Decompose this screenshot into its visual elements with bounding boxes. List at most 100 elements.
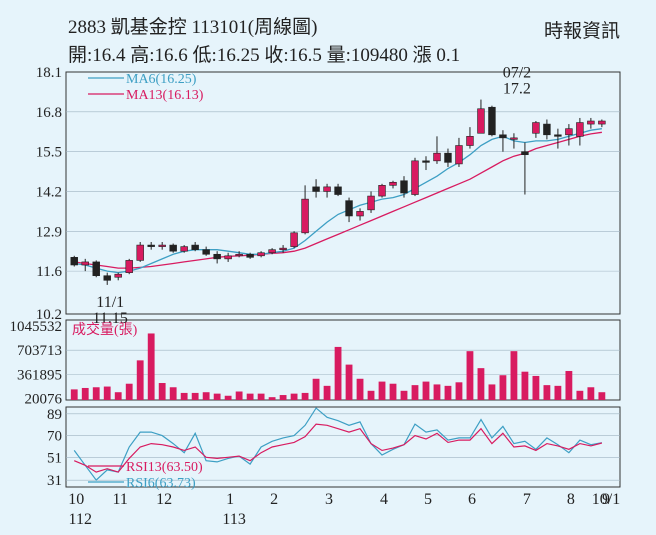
panel-border-0 [65,71,621,315]
x-axis-tick: 2 [270,491,278,508]
candle-body [598,120,606,125]
candle-body [334,186,342,195]
volume-axis-tick: 1045532 [10,319,63,335]
candle-body [499,134,507,139]
candle-body [70,257,78,266]
volume-bar [279,395,287,400]
volume-bar [378,381,386,400]
rsi-axis-tick: 31 [47,473,62,489]
candle-body [565,128,573,136]
price-axis-tick: 14.2 [36,184,62,200]
volume-bar [598,392,606,400]
volume-bar [202,392,210,400]
candle-body [400,180,408,194]
volume-bar [499,375,507,400]
candle-body [169,244,177,252]
candle-body [477,108,485,134]
volume-bar [444,385,452,400]
x-axis-tick: 10/1 [592,491,620,508]
volume-bar [510,351,518,400]
price-axis-tick: 15.5 [36,145,62,161]
candle-body [202,249,210,255]
x-axis-tick: 9 [602,491,610,508]
volume-axis-tick: 361895 [17,367,62,383]
source-credit: 時報資訊 [543,21,620,42]
annotation-date: 07/2 [503,65,531,82]
price-axis-tick: 11.6 [36,264,62,280]
volume-bar [92,387,100,400]
volume-bar [70,389,78,400]
volume-bar [235,391,243,400]
panel-border-1 [65,319,621,401]
price-panel: 18.1 16.8 15.5 14.2 12.9 11.6 10.2 MA6(16.25)MA… [36,65,620,327]
volume-axis-tick: 703713 [17,343,62,359]
candle-body [576,122,584,137]
candle-body [488,106,496,136]
volume-bar [400,390,408,400]
x-axis-tick: 10 [68,491,84,508]
volume-bar [268,397,276,400]
candle-body [213,253,221,260]
candle-body [103,275,111,281]
volume-panel: 1045532 703713 361895 20076 成交量(張) [10,319,620,408]
x-axis-tick: 3 [325,491,333,508]
candle-body [521,151,529,156]
chart-title: 2883 凱基金控 113101(周線圖) [68,17,318,38]
ma13-line [74,131,602,269]
rsi-axis-tick: 51 [47,450,62,466]
ma6-line [74,128,602,274]
annotation-price: 17.2 [503,81,531,98]
volume-bar [367,390,375,400]
volume-bar [477,368,485,400]
x-axis-tick: 5 [424,491,432,508]
candle-body [466,136,474,146]
candle-body [455,145,463,165]
panel-border-2 [65,406,621,488]
rsi-legend-label: RSI13(63.50) [126,460,203,475]
rsi-legend-label: RSI6(63.73) [126,476,196,491]
volume-bar [125,383,133,400]
volume-bar [114,392,122,400]
volume-bar [554,385,562,400]
volume-bar [422,381,430,400]
rsi-axis-tick: 70 [47,429,62,445]
x-axis-tick: 4 [380,491,388,508]
volume-axis-tick: 20076 [25,392,63,408]
candle-body [554,134,562,137]
candle-body [301,198,309,234]
candle-body [114,273,122,278]
x-axis-tick: 7 [523,491,531,508]
candle-body [125,260,133,273]
volume-bar [411,385,419,400]
candle-body [279,247,287,250]
volume-bar [103,386,111,400]
x-axis-tick: 11 [113,491,128,508]
legend-label: MA6(16.25) [126,72,197,87]
x-axis-tick: 1 [226,491,234,508]
candle-body [389,181,397,186]
candle-body [411,160,419,195]
candle-body [422,160,430,163]
price-summary: 開:16.4 高:16.6 低:16.25 收:16.5 量:109480 漲 … [68,45,461,66]
price-axis-tick: 10.2 [36,307,62,323]
candle-body [290,232,298,247]
candle-body [224,255,232,260]
volume-bar [158,383,166,400]
rsi-panel: 89 70 51 31 RSI13(63.50)RSI6(63.73) [47,407,620,491]
candle-body [147,244,155,247]
price-axis-tick: 12.9 [36,224,62,240]
x-axis-tick: 12 [156,491,172,508]
volume-bar [224,395,232,400]
volume-bar [521,371,529,400]
volume-bar [301,392,309,400]
volume-bar [334,346,342,400]
candle-body [356,211,364,217]
volume-bar [356,378,364,400]
rsi6-line [73,407,603,481]
volume-title: 成交量(張) [72,321,138,338]
candle-body [235,253,243,257]
candle-body [543,123,551,136]
candle-body [246,253,254,258]
candle-body [257,252,265,257]
volume-bar [169,387,177,400]
